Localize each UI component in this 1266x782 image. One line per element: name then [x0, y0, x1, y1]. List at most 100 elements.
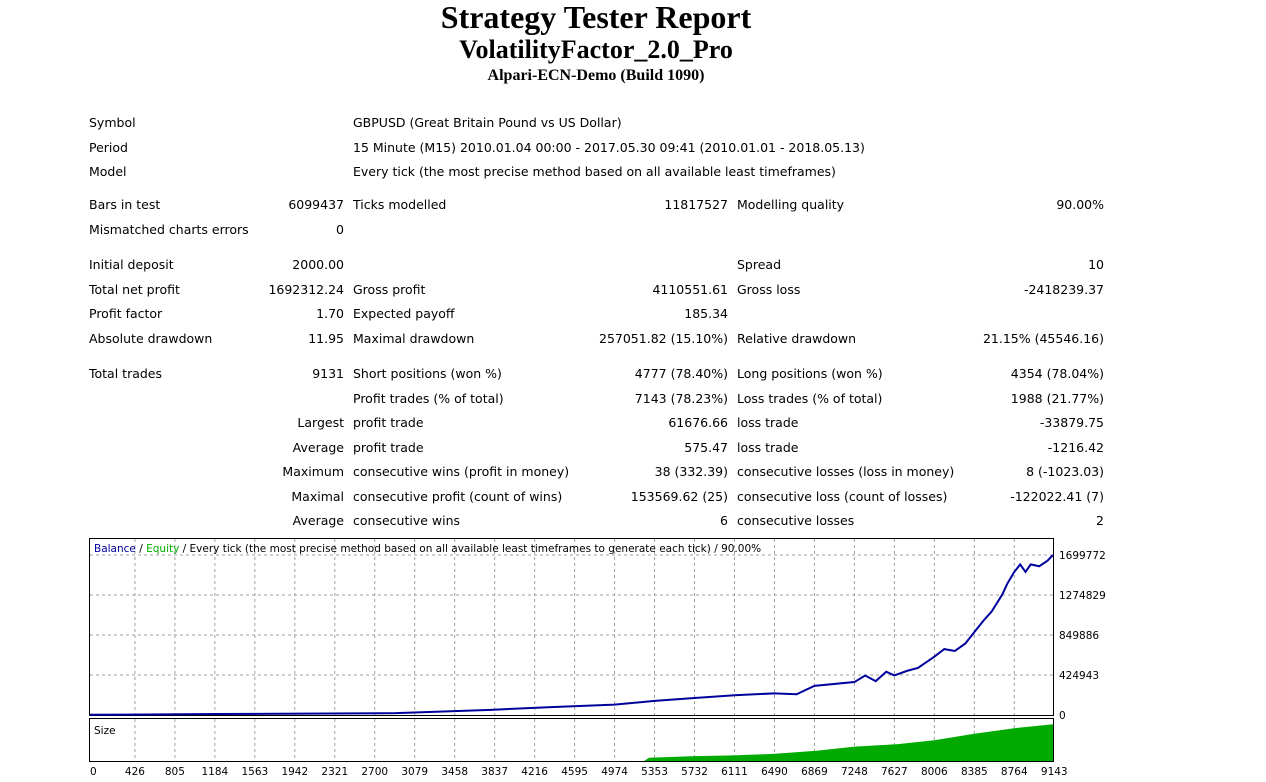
x-tick-label: 6869 — [801, 766, 828, 778]
rel-dd-label: Relative drawdown — [737, 331, 857, 346]
ticks-label: Ticks modelled — [353, 197, 447, 212]
loss-trades-label: Loss trades (% of total) — [737, 391, 883, 406]
symbol-value: GBPUSD (Great Britain Pound vs US Dollar… — [353, 115, 622, 130]
average-loss-value: -1216.42 — [1047, 440, 1104, 455]
bars-value: 6099437 — [288, 197, 344, 212]
deposit-label: Initial deposit — [89, 257, 174, 272]
x-tick-label: 1184 — [202, 766, 229, 778]
period-label: Period — [89, 140, 128, 155]
x-tick-label: 7627 — [881, 766, 908, 778]
x-tick-label: 4216 — [521, 766, 548, 778]
avg-cons-wins-value: 6 — [720, 513, 728, 528]
avg-cons-wins-label: consecutive wins — [353, 513, 461, 528]
quality-label: Modelling quality — [737, 197, 845, 212]
avg-cons-losses-label: consecutive losses — [737, 513, 855, 528]
legend-sep2: / — [179, 543, 189, 555]
gross-profit-value: 4110551.61 — [652, 282, 728, 297]
x-tick-label: 1942 — [281, 766, 308, 778]
y-tick-label: 849886 — [1059, 630, 1099, 642]
x-axis-ticks: 0 426 805 1184 1563 1942 2321 2700 3079 3458 3837 4… — [90, 766, 1068, 778]
abs-dd-label: Absolute drawdown — [89, 331, 213, 346]
x-tick-label: 8385 — [961, 766, 988, 778]
chart-grid — [90, 539, 1053, 761]
x-tick-label: 2700 — [361, 766, 388, 778]
net-profit-label: Total net profit — [89, 282, 180, 297]
short-value: 4777 (78.40%) — [634, 366, 728, 381]
gross-profit-label: Gross profit — [353, 282, 426, 297]
expert-name: VolatilityFactor_2.0_Pro — [459, 35, 733, 64]
server-info: Alpari-ECN-Demo (Build 1090) — [487, 67, 705, 84]
ticks-value: 11817527 — [664, 197, 728, 212]
largest-loss-value: -33879.75 — [1039, 415, 1104, 430]
spread-label: Spread — [737, 257, 782, 272]
x-tick-label: 1563 — [241, 766, 268, 778]
max-cons-wins-label: consecutive wins (profit in money) — [353, 464, 570, 479]
largest-profit-value: 61676.66 — [668, 415, 728, 430]
x-tick-label: 9143 — [1041, 766, 1068, 778]
max-cons-wins-value: 38 (332.39) — [654, 464, 728, 479]
x-tick-label: 8006 — [921, 766, 948, 778]
legend-balance: Balance — [94, 543, 136, 555]
legend-equity: Equity — [146, 543, 179, 555]
y-tick-label: 424943 — [1059, 670, 1099, 682]
x-tick-label: 805 — [165, 766, 185, 778]
payoff-label: Expected payoff — [353, 306, 455, 321]
max-cons-losses-value: 8 (-1023.03) — [1026, 464, 1104, 479]
profit-factor-label: Profit factor — [89, 306, 163, 321]
mismatch-value: 0 — [336, 222, 344, 237]
chart-series — [89, 554, 1054, 716]
x-tick-label: 6111 — [721, 766, 748, 778]
model-label: Model — [89, 164, 127, 179]
payoff-value: 185.34 — [684, 306, 728, 321]
size-label: Size — [94, 725, 116, 737]
x-tick-label: 8764 — [1001, 766, 1028, 778]
legend-sep1: / — [136, 543, 146, 555]
report-title: Strategy Tester Report — [440, 0, 752, 35]
spread-value: 10 — [1088, 257, 1104, 272]
average-profit-value: 575.47 — [684, 440, 728, 455]
mismatch-label: Mismatched charts errors — [89, 222, 249, 237]
x-tick-label: 5732 — [681, 766, 708, 778]
chart-frame — [89, 538, 1054, 716]
x-tick-label: 7248 — [841, 766, 868, 778]
average-label: Average — [292, 440, 344, 455]
x-tick-label: 6490 — [761, 766, 788, 778]
maximal-cons-profit-value: 153569.62 (25) — [630, 489, 728, 504]
largest-label: Largest — [297, 415, 344, 430]
profit-trades-value: 7143 (78.23%) — [634, 391, 728, 406]
max-dd-value: 257051.82 (15.10%) — [599, 331, 728, 346]
long-value: 4354 (78.04%) — [1010, 366, 1104, 381]
maximal-label: Maximal — [291, 489, 344, 504]
net-profit-value: 1692312.24 — [268, 282, 344, 297]
average-loss-label: loss trade — [737, 440, 799, 455]
y-tick-label: 1274829 — [1059, 590, 1106, 602]
size-area — [90, 724, 1053, 761]
x-tick-label: 3458 — [441, 766, 468, 778]
x-tick-label: 5353 — [641, 766, 668, 778]
gross-loss-label: Gross loss — [737, 282, 801, 297]
loss-trades-value: 1988 (21.77%) — [1010, 391, 1104, 406]
total-trades-label: Total trades — [89, 366, 163, 381]
x-tick-label: 3837 — [481, 766, 508, 778]
largest-profit-label: profit trade — [353, 415, 424, 430]
x-tick-label: 4595 — [561, 766, 588, 778]
profit-trades-label: Profit trades (% of total) — [353, 391, 504, 406]
max-cons-losses-label: consecutive losses (loss in money) — [737, 464, 955, 479]
total-trades-value: 9131 — [312, 366, 344, 381]
maximal-cons-profit-label: consecutive profit (count of wins) — [353, 489, 563, 504]
max-dd-label: Maximal drawdown — [353, 331, 475, 346]
x-tick-label: 4974 — [601, 766, 628, 778]
quality-value: 90.00% — [1056, 197, 1104, 212]
y-tick-label: 1699772 — [1059, 550, 1106, 562]
gross-loss-value: -2418239.37 — [1023, 282, 1104, 297]
avg-cons-losses-value: 2 — [1096, 513, 1104, 528]
rel-dd-value: 21.15% (45546.16) — [982, 331, 1104, 346]
legend: Balance / Equity / Every tick (the most … — [94, 543, 761, 555]
bars-label: Bars in test — [89, 197, 161, 212]
period-value: 15 Minute (M15) 2010.01.04 00:00 - 2017.… — [353, 140, 865, 155]
maximum-label: Maximum — [282, 464, 344, 479]
largest-loss-label: loss trade — [737, 415, 799, 430]
x-tick-label: 0 — [90, 766, 97, 778]
balance-line — [89, 554, 1054, 716]
